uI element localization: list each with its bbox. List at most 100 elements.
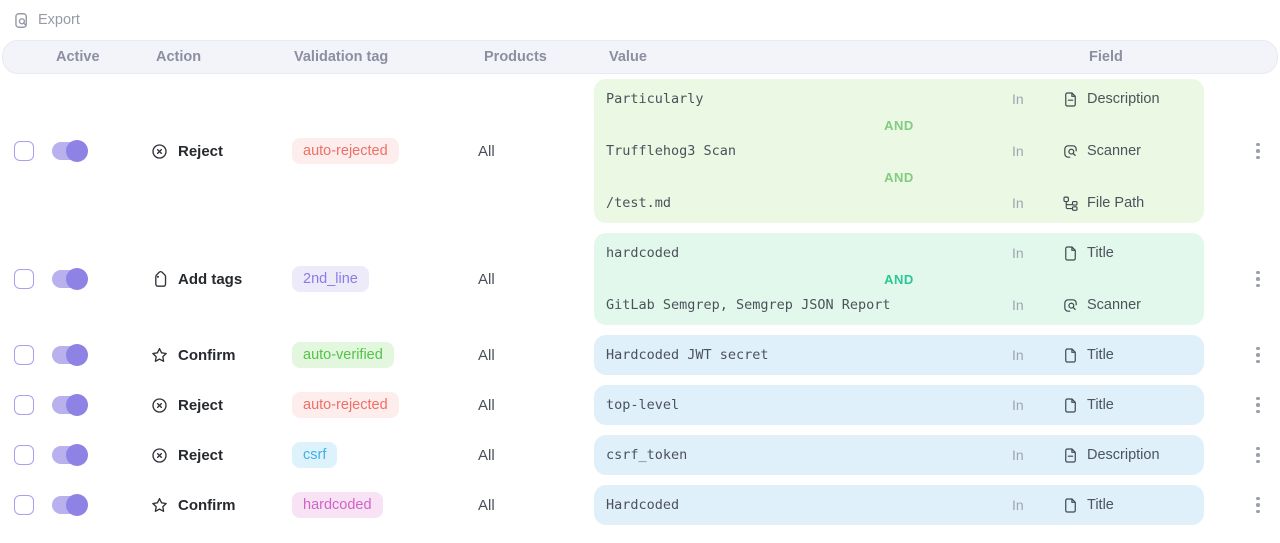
row-checkbox[interactable]	[14, 395, 34, 415]
title-icon	[1062, 397, 1079, 414]
condition-row: Hardcoded In Title	[594, 488, 1204, 522]
active-toggle[interactable]	[52, 268, 88, 290]
title-icon	[1062, 245, 1079, 262]
condition-field-label: Title	[1087, 347, 1114, 363]
condition-operator: In	[1012, 347, 1024, 363]
row-checkbox[interactable]	[14, 141, 34, 161]
table-header: Active Action Validation tag Products Va…	[2, 40, 1278, 74]
row-checkbox[interactable]	[14, 445, 34, 465]
column-header-action: Action	[156, 49, 202, 65]
products-value: All	[478, 270, 495, 288]
row-checkbox[interactable]	[14, 269, 34, 289]
reject-icon	[150, 396, 169, 415]
condition-value: top-level	[606, 397, 680, 413]
export-button[interactable]: Export	[12, 11, 80, 30]
table-row: Confirm auto-verified All Hardcoded JWT …	[0, 330, 1280, 380]
toggle-knob	[66, 394, 88, 416]
action-label: Confirm	[178, 496, 236, 514]
star-icon	[150, 496, 169, 515]
condition-field-label: Title	[1087, 497, 1114, 513]
condition-field-label: Scanner	[1087, 297, 1142, 313]
condition-field-label: Description	[1087, 447, 1160, 463]
action-label: Add tags	[178, 270, 243, 288]
table-row: Reject auto-rejected All Particularly In…	[0, 74, 1280, 228]
toggle-knob	[66, 444, 88, 466]
value-block: top-level In Title	[594, 385, 1204, 425]
export-icon	[12, 11, 31, 30]
column-header-field: Field	[1089, 49, 1123, 65]
toolbar: Export	[0, 0, 1280, 40]
export-label: Export	[38, 12, 80, 28]
toggle-knob	[66, 344, 88, 366]
condition-operator: In	[1012, 297, 1024, 313]
products-value: All	[478, 396, 495, 414]
table-row: Reject csrf All csrf_token In Descriptio…	[0, 430, 1280, 480]
active-toggle[interactable]	[52, 444, 88, 466]
validation-tag: csrf	[292, 442, 338, 468]
condition-value: Trufflehog3 Scan	[606, 143, 737, 159]
row-menu-button[interactable]	[1250, 441, 1266, 470]
condition-value: Particularly	[606, 91, 704, 107]
condition-operator: In	[1012, 245, 1024, 261]
condition-value: csrf_token	[606, 447, 688, 463]
condition-value: Hardcoded JWT secret	[606, 347, 769, 363]
products-value: All	[478, 446, 495, 464]
condition-field-label: File Path	[1087, 195, 1145, 211]
value-block: Hardcoded In Title	[594, 485, 1204, 525]
condition-field-label: Title	[1087, 397, 1114, 413]
products-value: All	[478, 346, 495, 364]
condition-operator: In	[1012, 497, 1024, 513]
condition-operator: In	[1012, 143, 1024, 159]
products-value: All	[478, 142, 495, 160]
active-toggle[interactable]	[52, 494, 88, 516]
products-value: All	[478, 496, 495, 514]
row-menu-button[interactable]	[1250, 341, 1266, 370]
scanner-icon	[1062, 297, 1079, 314]
validation-tag: auto-verified	[292, 342, 394, 368]
row-menu-button[interactable]	[1250, 391, 1266, 420]
row-checkbox[interactable]	[14, 345, 34, 365]
condition-value: hardcoded	[606, 245, 680, 261]
condition-value: GitLab Semgrep, Semgrep JSON Report	[606, 297, 891, 313]
value-block: Hardcoded JWT secret In Title	[594, 335, 1204, 375]
title-icon	[1062, 497, 1079, 514]
toggle-knob	[66, 140, 88, 162]
validation-tag: 2nd_line	[292, 266, 369, 292]
column-header-validation-tag: Validation tag	[294, 49, 389, 65]
action-label: Reject	[178, 142, 224, 160]
condition-field-label: Scanner	[1087, 143, 1142, 159]
validation-tag: auto-rejected	[292, 138, 399, 164]
action-label: Confirm	[178, 346, 236, 364]
condition-row: hardcoded In Title	[594, 236, 1204, 270]
reject-icon	[150, 142, 169, 161]
row-checkbox[interactable]	[14, 495, 34, 515]
row-menu-button[interactable]	[1250, 265, 1266, 294]
title-icon	[1062, 347, 1079, 364]
active-toggle[interactable]	[52, 140, 88, 162]
column-header-active: Active	[56, 49, 100, 65]
tag-icon	[150, 270, 169, 289]
condition-value: Hardcoded	[606, 497, 680, 513]
column-header-value: Value	[609, 49, 647, 65]
value-block: Particularly In Description AND Truffleh…	[594, 79, 1204, 223]
table-row: Add tags 2nd_line All hardcoded In Title…	[0, 228, 1280, 330]
condition-row: top-level In Title	[594, 388, 1204, 422]
and-connector: AND	[884, 271, 914, 287]
active-toggle[interactable]	[52, 344, 88, 366]
star-icon	[150, 346, 169, 365]
condition-field-label: Title	[1087, 245, 1114, 261]
active-toggle[interactable]	[52, 394, 88, 416]
action-label: Reject	[178, 396, 224, 414]
validation-tag: auto-rejected	[292, 392, 399, 418]
condition-row: /test.md In File Path	[594, 186, 1204, 220]
condition-row: Trufflehog3 Scan In Scanner	[594, 134, 1204, 168]
row-menu-button[interactable]	[1250, 491, 1266, 520]
condition-field-label: Description	[1087, 91, 1160, 107]
reject-icon	[150, 446, 169, 465]
and-connector: AND	[884, 169, 914, 185]
condition-operator: In	[1012, 91, 1024, 107]
table-row: Reject auto-rejected All top-level In Ti…	[0, 380, 1280, 430]
action-label: Reject	[178, 446, 224, 464]
value-block: hardcoded In Title AND GitLab Semgrep, S…	[594, 233, 1204, 325]
row-menu-button[interactable]	[1250, 137, 1266, 166]
